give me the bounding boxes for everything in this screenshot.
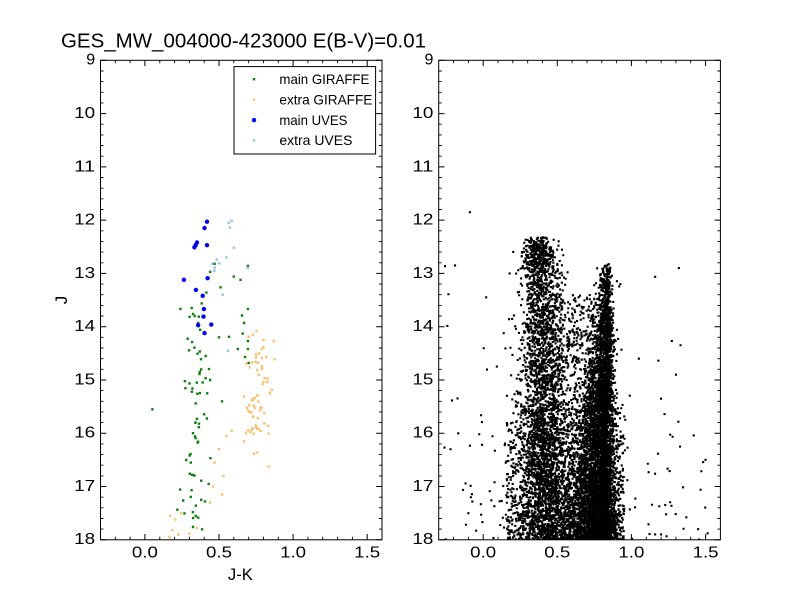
- svg-text:9: 9: [424, 52, 433, 69]
- svg-text:15: 15: [74, 371, 95, 388]
- svg-text:1.5: 1.5: [693, 545, 719, 562]
- svg-text:11: 11: [74, 158, 95, 175]
- svg-text:13: 13: [74, 265, 95, 282]
- svg-text:GES_MW_004000-423000 E(B-V)=0.: GES_MW_004000-423000 E(B-V)=0.01: [61, 31, 426, 53]
- svg-text:11: 11: [412, 158, 433, 175]
- svg-text:18: 18: [412, 531, 433, 548]
- svg-text:main UVES: main UVES: [279, 112, 347, 128]
- svg-text:1.5: 1.5: [354, 545, 380, 562]
- svg-text:17: 17: [412, 478, 433, 495]
- svg-text:0.0: 0.0: [470, 545, 496, 562]
- svg-text:0.5: 0.5: [206, 545, 232, 562]
- svg-text:1.0: 1.0: [618, 545, 644, 562]
- svg-text:extra UVES: extra UVES: [279, 132, 352, 148]
- svg-text:17: 17: [74, 478, 95, 495]
- svg-text:9: 9: [86, 52, 95, 69]
- svg-text:J: J: [52, 296, 71, 305]
- svg-text:14: 14: [74, 318, 95, 335]
- svg-text:J-K: J-K: [228, 565, 254, 584]
- svg-text:12: 12: [74, 212, 95, 229]
- svg-text:0.0: 0.0: [132, 545, 158, 562]
- svg-text:16: 16: [412, 425, 433, 442]
- svg-text:13: 13: [412, 265, 433, 282]
- svg-text:10: 10: [412, 105, 433, 122]
- svg-text:extra GIRAFFE: extra GIRAFFE: [279, 91, 372, 107]
- svg-text:15: 15: [412, 371, 433, 388]
- svg-text:12: 12: [412, 212, 433, 229]
- svg-text:0.5: 0.5: [544, 545, 570, 562]
- svg-text:10: 10: [74, 105, 95, 122]
- svg-text:main GIRAFFE: main GIRAFFE: [279, 71, 369, 87]
- svg-text:16: 16: [74, 425, 95, 442]
- svg-text:1.0: 1.0: [280, 545, 306, 562]
- svg-text:18: 18: [74, 531, 95, 548]
- svg-text:14: 14: [412, 318, 433, 335]
